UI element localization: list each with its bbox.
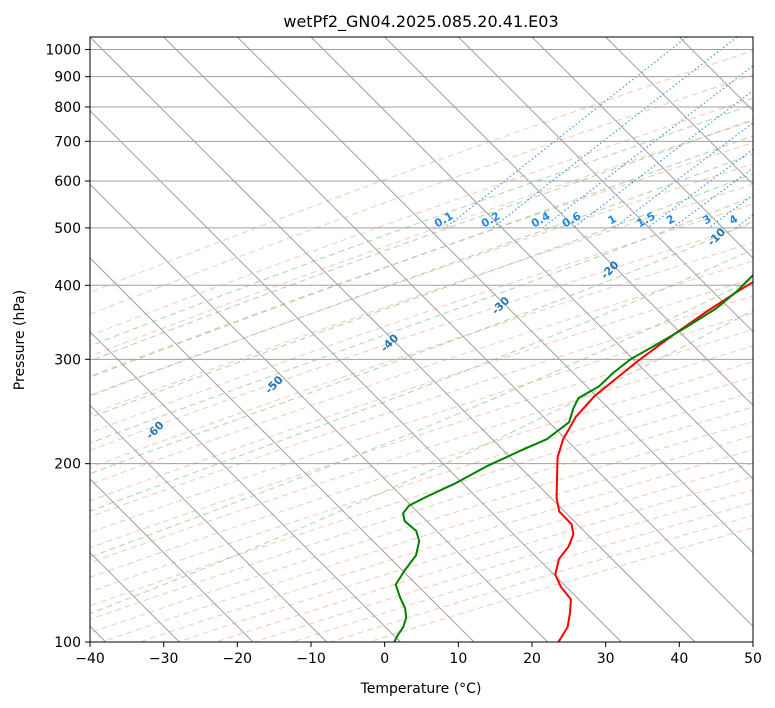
dry-adiabat [90,74,753,315]
isotherm-line [90,109,622,642]
x-tick-label: −10 [296,651,326,667]
isotherm-line [236,37,753,554]
plot-frame [89,36,754,643]
isotherm-line [531,37,753,259]
dry-adiabat [90,183,753,415]
x-tick-label: 40 [670,651,688,667]
dry-adiabat [90,50,753,293]
sounding-profiles [393,273,753,642]
isotherm-line [90,404,328,642]
dry-adiabat [90,278,753,502]
mixing-ratio-label: 0.1 [432,209,455,230]
isotherm-line [90,330,401,642]
moist-adiabat [90,173,753,419]
mixing-ratio-line [672,167,753,229]
mixing-ratio-label: 1 [606,212,619,227]
mixing-ratio-line [445,37,688,229]
x-tick-label: 20 [523,651,541,667]
x-tick-label: 50 [744,651,762,667]
sounding-line [393,273,753,642]
dry-adiabat [90,142,753,377]
moist-adiabat [90,153,753,397]
isotherm-line [90,37,696,642]
mixing-ratio-label: 2 [664,212,677,227]
dry-adiabat [90,260,753,485]
isotherm-line [678,37,753,112]
y-tick-label: 300 [54,352,81,368]
chart-title: wetPf2_GN04.2025.085.20.41.E03 [283,12,558,32]
dry-adiabat [177,462,753,642]
isotherm-line [163,37,753,628]
dry-adiabat [292,502,753,642]
isotherm-line [384,37,753,407]
mixing-ratio-label: 1.5 [634,209,657,230]
isotherm-line [90,183,549,642]
mixing-ratio-label: 6 [766,212,775,227]
isotherm-line [752,37,753,38]
dry-adiabat [90,329,753,549]
dry-adiabat [90,223,753,451]
x-axis-label: Temperature (°C) [360,681,482,697]
sounding-line [554,280,753,642]
x-tick-label: 10 [449,651,467,667]
y-tick-label: 800 [54,100,81,116]
x-tick-label: −20 [223,651,253,667]
y-tick-label: 600 [54,174,81,190]
mixing-ratio-line [492,37,738,229]
isotherm-label: -10 [705,225,728,248]
dry-adiabat [215,476,753,642]
mixing-ratio-line [572,89,753,229]
dry-adiabat [101,435,753,642]
isotherm-line [90,478,254,642]
dry-adiabat [90,312,753,533]
moist-adiabat [90,135,753,378]
isotherm-line [310,37,753,480]
isotherm-label: -20 [598,258,621,281]
y-tick-label: 1000 [45,43,81,59]
y-axis: 100 200 300 400 500 600 700 800 900 1000 [45,43,90,651]
mixing-ratio-line [734,214,753,229]
dry-adiabat [90,120,753,357]
dry-adiabat [90,361,753,578]
isotherm-line [605,37,753,186]
x-tick-label: 0 [380,651,389,667]
moist-adiabat [90,195,753,444]
dry-adiabat [90,163,753,396]
isotherm-line [457,37,753,333]
y-tick-label: 900 [54,70,81,86]
plot-grid [90,37,753,642]
isotherm-label: -30 [489,294,512,317]
isotherm-line [90,257,475,642]
y-tick-label: 500 [54,221,81,237]
y-tick-label: 400 [54,278,81,294]
background-line-labels: 0.10.20.40.611.52346810131620253036-100-… [20,209,775,491]
y-tick-label: 200 [54,457,81,473]
x-tick-label: −30 [149,651,179,667]
mixing-ratio-label: 4 [727,212,740,227]
y-tick-label: 700 [54,134,81,150]
dry-adiabat [90,391,753,607]
mixing-ratio-label: 0.4 [529,209,553,230]
isotherm-label: -70 [20,468,43,491]
x-axis: −40 −30 −20 −10 0 10 20 30 40 50 [75,642,762,667]
y-axis-label: Pressure (hPa) [12,290,28,390]
x-tick-label: −40 [75,651,105,667]
mixing-ratio-line [542,65,753,229]
dry-adiabat [368,527,753,642]
mixing-ratio-label: 0.6 [560,209,584,230]
mixing-ratio-label: 3 [700,212,713,227]
isotherm-label: -40 [378,331,401,354]
dry-adiabat [90,97,753,337]
moist-adiabat [90,118,753,362]
x-tick-label: 30 [597,651,615,667]
y-tick-label: 100 [54,635,81,651]
moist-adiabat [90,278,753,558]
